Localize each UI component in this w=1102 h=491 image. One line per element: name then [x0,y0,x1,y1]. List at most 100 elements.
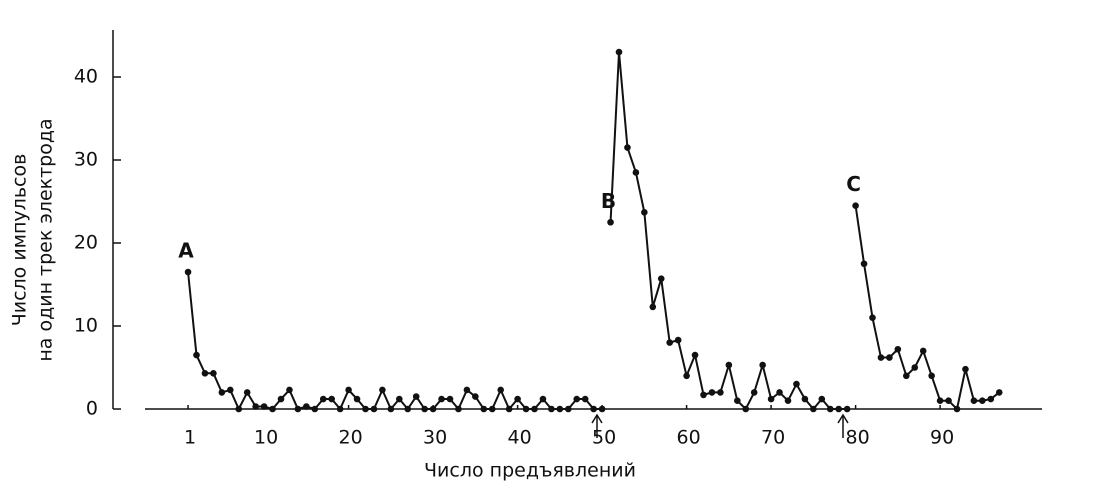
data-point [235,405,243,413]
x-tick-label: 20 [339,427,363,449]
data-point [184,268,192,276]
data-point [657,275,665,282]
y-axis-label: Число импульсов [9,154,31,327]
data-point [632,169,640,176]
data-point [919,347,927,355]
data-point [379,386,386,394]
data-point [750,389,758,396]
data-point [928,372,935,380]
x-tick-label: 10 [254,427,278,449]
x-tick-label: 1 [184,427,196,449]
data-point [277,395,285,403]
data-point [463,386,471,394]
point-annotation: A [178,239,194,263]
data-point [936,397,944,405]
data-point [531,405,538,413]
data-point [565,405,572,413]
data-point [294,405,302,413]
data-point [446,395,454,403]
data-point [953,405,961,413]
point-annotation: B [601,189,616,213]
data-point [480,405,488,413]
x-tick-label: 70 [761,427,785,449]
data-point [573,395,581,403]
x-tick-label: 90 [930,427,954,449]
data-point [319,395,327,403]
data-point [945,397,952,405]
data-point [227,386,234,394]
data-point [725,361,733,369]
x-tick-label: 50 [592,427,616,449]
data-point [387,405,395,413]
data-point [894,345,902,353]
data-point [962,365,969,373]
y-tick-label: 40 [74,66,98,88]
data-point [345,386,352,394]
data-point [201,370,209,377]
data-point [429,405,437,413]
point-annotation: C [846,172,861,196]
data-point [438,395,445,403]
data-point [548,405,555,413]
data-point [260,403,268,410]
data-point [421,405,428,413]
data-point [995,389,1003,396]
data-point [970,397,978,405]
data-point [590,405,597,413]
data-point [472,393,479,400]
data-point [734,397,741,405]
data-point [581,395,589,403]
data-point [311,405,319,413]
data-line [854,205,1000,411]
data-point [801,395,809,403]
data-point [717,389,724,396]
data-point [243,389,251,396]
data-point [404,405,412,413]
data-point [252,403,259,410]
data-point [353,395,361,403]
data-line [609,52,848,411]
data-point [860,260,868,268]
y-tick-label: 20 [74,232,98,254]
y-tick-label: 10 [74,315,98,337]
data-point [505,405,513,413]
data-point [193,351,200,359]
data-point [843,405,851,413]
data-point [455,405,462,413]
data-point [767,395,775,403]
data-point [615,48,623,56]
data-point [793,380,800,388]
data-point [683,372,690,380]
data-point [826,405,834,413]
data-point [674,336,682,344]
data-point [328,395,336,403]
data-point [987,395,995,403]
data-point [539,395,547,403]
data-point [886,354,893,361]
y-axis-label: на один трек электрода [35,118,57,361]
data-point [852,202,859,209]
x-tick-label: 80 [846,427,870,449]
data-point [522,405,530,413]
data-point [556,405,564,413]
data-point [624,144,631,151]
y-tick-label: 30 [74,149,98,171]
data-point [649,303,657,311]
data-point [700,391,707,399]
data-point [903,372,910,380]
data-point [784,397,792,405]
stimulus-arrow [591,413,849,438]
data-point [607,218,614,226]
data-point [877,354,885,361]
data-point [488,405,496,413]
data-point [776,389,783,396]
data-point [303,403,310,410]
data-point [835,405,842,413]
y-tick-label: 0 [86,398,98,420]
data-point [396,395,403,403]
x-tick-label: 40 [508,427,532,449]
x-axis-label: Число предъявлений [424,460,636,482]
data-point [818,395,826,403]
data-point [810,405,817,413]
